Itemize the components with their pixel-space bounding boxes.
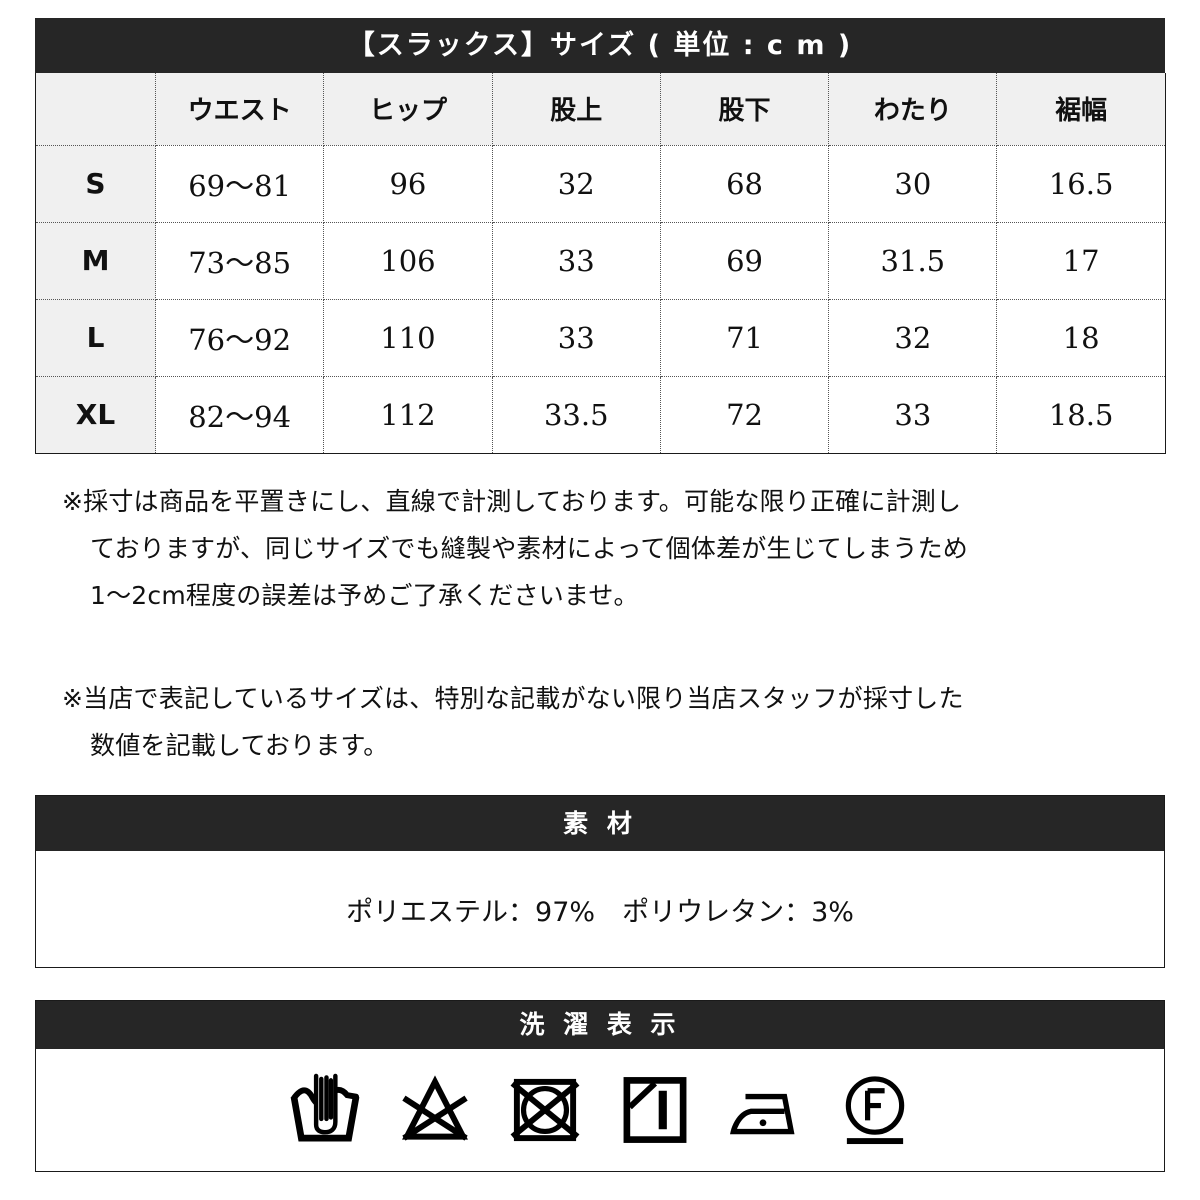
table-header-row: ウエスト ヒップ 股上 股下 わたり 裾幅	[35, 73, 1166, 146]
cell-l-thigh: 32	[828, 299, 998, 377]
table-row: M 73〜85 106 33 69 31.5 17	[35, 222, 1166, 300]
cell-xl-rise: 33.5	[492, 376, 661, 453]
material-composition: ポリエステル：97% ポリウレタン：3%	[346, 896, 854, 928]
size-table-section: 【スラックス】サイズ ( 単位 : c m ) ウエスト ヒップ 股上 股下 わ…	[35, 18, 1166, 454]
cell-l-inseam: 71	[660, 299, 830, 377]
size-table-head: ウエスト ヒップ 股上 股下 わたり 裾幅	[35, 73, 1166, 146]
line-dry-in-shade-icon	[618, 1070, 692, 1150]
size-label-s: S	[35, 145, 156, 223]
column-header-rise: 股上	[492, 73, 661, 146]
table-corner-cell	[35, 73, 156, 146]
cell-xl-hip: 112	[323, 376, 493, 453]
table-row: S 69〜81 96 32 68 30 16.5	[35, 145, 1166, 223]
cell-xl-thigh: 33	[828, 376, 998, 453]
cell-m-hip: 106	[323, 222, 493, 300]
cell-m-thigh: 31.5	[828, 222, 998, 300]
note-staff-measured-line-1: ※当店で表記しているサイズは、特別な記載がない限り当店スタッフが採寸した	[62, 684, 964, 713]
care-panel: 洗 濯 表 示	[35, 1000, 1165, 1172]
cell-s-rise: 32	[492, 145, 661, 223]
hand-wash-icon	[288, 1070, 362, 1150]
no-tumble-dry-icon	[508, 1070, 582, 1150]
cell-l-hemwidth: 18	[996, 299, 1166, 377]
material-panel: 素 材 ポリエステル：97% ポリウレタン：3%	[35, 795, 1165, 968]
column-header-inseam: 股下	[660, 73, 830, 146]
no-bleach-icon	[398, 1070, 472, 1150]
note-staff-measured: ※当店で表記しているサイズは、特別な記載がない限り当店スタッフが採寸した 数値を…	[62, 675, 1152, 769]
notes-section: ※採寸は商品を平置きにし、直線で計測しております。可能な限り正確に計測し ており…	[62, 478, 1152, 769]
cell-l-waist: 76〜92	[155, 299, 325, 377]
cell-l-rise: 33	[492, 299, 661, 377]
column-header-hip: ヒップ	[323, 73, 493, 146]
column-header-waist: ウエスト	[155, 73, 325, 146]
cell-m-rise: 33	[492, 222, 661, 300]
cell-s-thigh: 30	[828, 145, 998, 223]
table-row: XL 82〜94 112 33.5 72 33 18.5	[35, 376, 1166, 454]
cell-l-hip: 110	[323, 299, 493, 377]
note-staff-measured-line-2: 数値を記載しております。	[90, 731, 389, 760]
cell-xl-waist: 82〜94	[155, 376, 325, 453]
size-label-xl: XL	[35, 376, 156, 454]
note-measurement: ※採寸は商品を平置きにし、直線で計測しております。可能な限り正確に計測し ており…	[62, 478, 1152, 619]
note-measurement-line-1: ※採寸は商品を平置きにし、直線で計測しております。可能な限り正確に計測し	[62, 487, 962, 516]
column-header-hemwidth: 裾幅	[996, 73, 1166, 146]
size-label-m: M	[35, 222, 156, 300]
note-measurement-line-3: 1〜2cm程度の誤差は予めご了承くださいませ。	[90, 581, 639, 610]
material-panel-header: 素 材	[36, 796, 1164, 851]
note-measurement-line-2: ておりますが、同じサイズでも縫製や素材によって個体差が生じてしまうため	[90, 534, 969, 563]
size-table-body: S 69〜81 96 32 68 30 16.5 M 73〜85 106 33 …	[35, 145, 1166, 454]
dryclean-f-icon	[838, 1070, 912, 1150]
cell-m-waist: 73〜85	[155, 222, 325, 300]
care-symbols-row	[36, 1049, 1164, 1171]
iron-low-heat-icon	[728, 1070, 802, 1150]
cell-s-hemwidth: 16.5	[996, 145, 1166, 223]
cell-s-inseam: 68	[660, 145, 830, 223]
table-row: L 76〜92 110 33 71 32 18	[35, 299, 1166, 377]
cell-m-hemwidth: 17	[996, 222, 1166, 300]
cell-xl-hemwidth: 18.5	[996, 376, 1166, 453]
size-table-title: 【スラックス】サイズ ( 単位 : c m )	[35, 18, 1165, 73]
care-panel-header: 洗 濯 表 示	[36, 1001, 1164, 1049]
cell-s-hip: 96	[323, 145, 493, 223]
cell-m-inseam: 69	[660, 222, 830, 300]
cell-xl-inseam: 72	[660, 376, 830, 453]
size-label-l: L	[35, 299, 156, 377]
size-table: ウエスト ヒップ 股上 股下 わたり 裾幅 S 69〜81 96 32 68 3…	[35, 73, 1166, 454]
column-header-thigh: わたり	[828, 73, 998, 146]
cell-s-waist: 69〜81	[155, 145, 325, 223]
